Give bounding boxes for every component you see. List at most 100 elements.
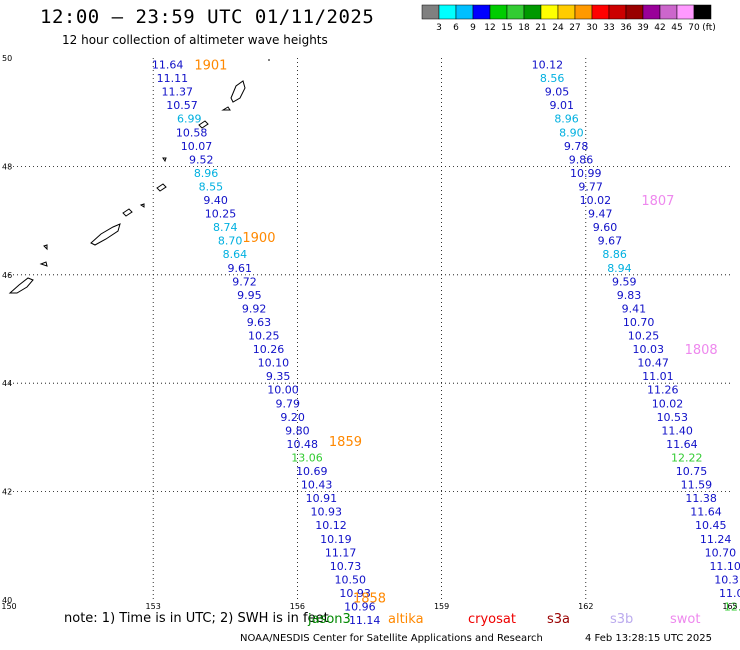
swh-value: 11.17 (325, 546, 357, 559)
swh-value: 11.14 (349, 614, 381, 627)
island-outline (90, 223, 121, 246)
swh-value: 9.60 (593, 221, 618, 234)
x-tick-label: 153 (146, 602, 161, 611)
swh-value: 11.64 (666, 438, 698, 451)
mission-swot: swot (670, 612, 701, 627)
swh-value: 9.40 (203, 194, 228, 207)
legend-swatch (438, 4, 457, 20)
swh-value: 10.47 (637, 357, 669, 370)
swh-value: 10.93 (310, 506, 342, 519)
swh-value: 9.52 (189, 153, 214, 166)
legend-label: 70 (688, 23, 700, 33)
mission-altika: altika (388, 612, 424, 627)
swh-value: 9.86 (569, 153, 594, 166)
legend-swatch (676, 4, 695, 20)
swh-value: 8.64 (223, 248, 248, 261)
y-tick-label: 50 (2, 54, 12, 63)
swh-value: 8.86 (602, 248, 627, 261)
legend-label: 39 (637, 23, 649, 33)
swh-value: 11.64 (690, 506, 722, 519)
legend-swatch (625, 4, 644, 20)
island-outline (43, 244, 48, 251)
credit-text: NOAA/NESDIS Center for Satellite Applica… (240, 633, 543, 644)
swh-value: 9.78 (564, 140, 589, 153)
legend-swatch (642, 4, 661, 20)
legend-swatch (540, 4, 559, 20)
swh-value: 8.96 (554, 113, 579, 126)
swh-value: 9.77 (578, 180, 603, 193)
swh-value: 9.83 (617, 289, 642, 302)
pass-label: 1900 (242, 231, 275, 246)
swh-value: 10.73 (330, 560, 362, 573)
note-text: note: 1) Time is in UTC; 2) SWH is in fe… (64, 611, 329, 626)
legend-swatch (659, 4, 678, 20)
swh-value: 8.96 (194, 167, 219, 180)
swh-value: 10.58 (176, 126, 208, 139)
swh-value: 10.26 (253, 343, 285, 356)
swh-value: 10.12 (532, 59, 564, 72)
island-outline (198, 120, 209, 129)
swh-value: 10.91 (306, 492, 338, 505)
swh-value: 10.07 (181, 140, 213, 153)
swh-value: 9.63 (247, 316, 272, 329)
legend-label: 6 (453, 23, 459, 33)
legend-swatch (455, 4, 474, 20)
y-tick-label: 48 (2, 162, 12, 171)
legend-swatch (472, 4, 491, 20)
swh-value: 10.48 (286, 438, 318, 451)
color-legend: 3 6 9 12 15 18 21 24 27 30 33 36 39 42 45 70 (ft) (421, 4, 716, 33)
swh-value: 9.67 (598, 235, 623, 248)
swh-value: 8.70 (218, 235, 243, 248)
swh-value: 9.80 (285, 424, 310, 437)
legend-label: 12 (484, 23, 495, 33)
swh-value: 9.92 (242, 302, 267, 315)
pass-label: 1859 (329, 435, 362, 450)
swh-value: 9.79 (276, 397, 301, 410)
chart-subtitle: 12 hour collection of altimeter wave hei… (62, 33, 328, 47)
swh-value: 11.01 (642, 370, 674, 383)
swh-value: 10.12 (315, 519, 347, 532)
swh-value: 11.40 (661, 424, 693, 437)
swh-value: 10.99 (570, 167, 602, 180)
swh-value: 9.20 (280, 411, 305, 424)
swh-value: 9.72 (232, 275, 257, 288)
swh-value: 8.74 (213, 221, 238, 234)
swh-value: 11.11 (157, 72, 189, 85)
legend-swatch (693, 4, 712, 20)
legend-swatch (574, 4, 593, 20)
swh-value: 12.22 (671, 451, 703, 464)
legend-label: 24 (552, 23, 564, 33)
legend-swatch (557, 4, 576, 20)
swh-value: 12.42 (724, 601, 740, 614)
legend-swatch (421, 4, 440, 20)
swh-value: 10.02 (652, 397, 684, 410)
island-outline (122, 208, 133, 217)
pass-label: 1901 (194, 59, 227, 74)
swh-value: 10.43 (301, 479, 333, 492)
swh-value: 10.69 (296, 465, 328, 478)
x-tick-label: 159 (434, 602, 449, 611)
axis-labels: 40 42 44 46 48 50 150 153 156 159 162 165 (1, 54, 737, 611)
mission-s3b: s3b (610, 612, 634, 627)
legend-label: 18 (518, 23, 530, 33)
swh-value: 10.19 (320, 533, 352, 546)
swh-value: 11.37 (161, 86, 193, 99)
swh-value: 11.04 (719, 587, 740, 600)
pass-label: 1807 (641, 194, 674, 209)
swh-value: 11.10 (709, 560, 740, 573)
swh-value: 10.03 (633, 343, 665, 356)
swh-value: 10.45 (695, 519, 727, 532)
legend-label: 30 (586, 23, 598, 33)
y-tick-label: 42 (2, 488, 12, 497)
swh-value: 10.31 (714, 573, 740, 586)
y-tick-label: 44 (2, 379, 12, 388)
swh-value: 8.55 (199, 180, 224, 193)
swh-value: 9.01 (550, 99, 575, 112)
legend-label: 15 (501, 23, 512, 33)
swh-value: 9.47 (588, 208, 613, 221)
coastline-islands (8, 59, 270, 294)
legend-swatch (591, 4, 610, 20)
swh-value: 10.25 (628, 330, 660, 343)
legend-unit: (ft) (702, 23, 716, 33)
